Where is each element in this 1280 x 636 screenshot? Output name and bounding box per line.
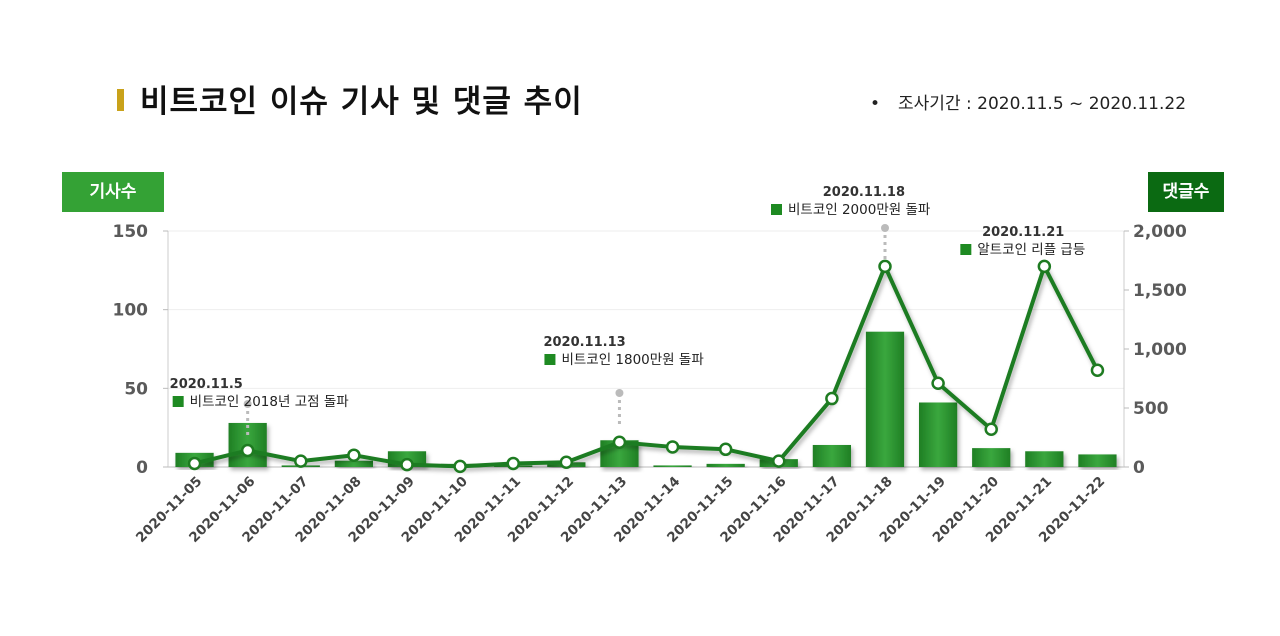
annotation-marker: [960, 244, 972, 255]
bar-2020-11-15: [706, 463, 745, 467]
annotation-date: 2020.11.21: [982, 225, 1064, 240]
bar-2020-11-08: [334, 460, 374, 467]
title-accent-bar: [117, 89, 124, 111]
line-point-2020-11-13: [612, 435, 627, 449]
line-point-2020-11-10: [453, 459, 467, 474]
bar-2020-11-21: [1025, 451, 1064, 467]
line-point-2020-11-05: [187, 456, 202, 471]
line-point-2020-11-14: [665, 440, 680, 454]
left-tick-label: 0: [136, 458, 148, 478]
line-point-2020-11-12: [559, 455, 574, 470]
bar-2020-11-18: [865, 331, 905, 467]
line-point-2020-11-19: [931, 376, 945, 390]
annotation-text: 비트코인 2000만원 돌파: [788, 202, 931, 218]
right-axis-badge: 댓글수: [1148, 172, 1224, 212]
left-tick-label: 100: [113, 301, 149, 321]
survey-period: • 조사기간 : 2020.11.5 ~ 2020.11.22: [870, 89, 1186, 114]
right-tick-label: 1,000: [1133, 340, 1187, 360]
line-point-2020-11-16: [772, 454, 786, 468]
line-point-2020-11-22: [1090, 363, 1105, 377]
right-tick-label: 1,500: [1133, 281, 1187, 301]
line-point-2020-11-08: [347, 448, 361, 462]
comment-line: [194, 264, 1100, 469]
annotation-date: 2020.11.13: [543, 335, 625, 350]
page-title: 비트코인 이슈 기사 및 댓글 추이: [140, 84, 583, 120]
right-tick-label: 2,000: [1133, 222, 1187, 242]
line-point-2020-11-15: [718, 442, 733, 457]
left-tick-label: 50: [124, 379, 148, 399]
line-point-2020-11-07: [294, 454, 308, 468]
annotation-text: 비트코인 2018년 고점 돌파: [190, 394, 350, 410]
line-point-2020-11-17: [825, 391, 839, 406]
line-point-2020-11-09: [400, 457, 414, 472]
bar-2020-11-17: [812, 444, 852, 467]
annotation-connector-dot: [881, 224, 889, 232]
annotation-text: 비트코인 1800만원 돌파: [561, 352, 704, 368]
annotation-date: 2020.11.5: [170, 377, 243, 392]
survey-period-text: 조사기간 : 2020.11.5 ~ 2020.11.22: [898, 94, 1187, 114]
right-tick-label: 500: [1133, 399, 1169, 419]
left-axis-badge: 기사수: [62, 172, 164, 212]
line-point-2020-11-20: [984, 422, 998, 436]
line-point-2020-11-21: [1037, 259, 1052, 274]
annotation-marker: [544, 354, 556, 365]
annotation-text: 알트코인 리플 급등: [977, 242, 1085, 258]
bar-2020-11-20: [972, 448, 1011, 467]
annotation-marker: [771, 204, 782, 215]
annotation-marker: [172, 396, 184, 407]
right-tick-label: 0: [1133, 458, 1145, 478]
annotation-date: 2020.11.18: [823, 185, 905, 200]
bar-2020-11-19: [918, 402, 958, 467]
line-point-2020-11-06: [240, 443, 255, 458]
bar-2020-11-14: [653, 465, 692, 467]
bar-2020-11-22: [1078, 454, 1117, 467]
line-point-2020-11-18: [878, 259, 892, 274]
annotation-connector-dot: [243, 400, 252, 408]
left-tick-label: 150: [113, 222, 149, 242]
line-point-2020-11-11: [506, 456, 520, 471]
annotation-connector-dot: [615, 389, 624, 397]
bullet: •: [870, 94, 881, 114]
